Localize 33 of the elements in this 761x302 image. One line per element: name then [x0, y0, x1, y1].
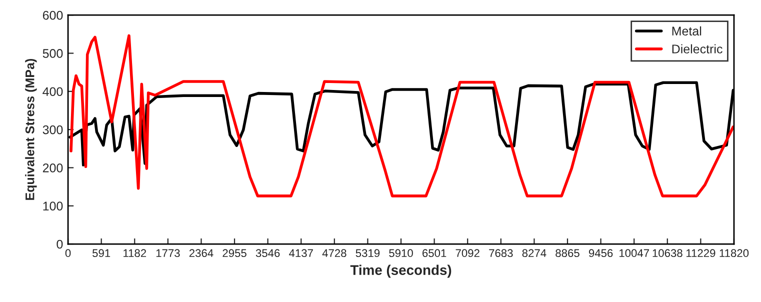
x-tick-label: 3546: [256, 249, 280, 258]
x-tick-label: 591: [92, 249, 110, 258]
x-tick-label: 10638: [652, 249, 682, 258]
x-tick-label: 11229: [686, 249, 716, 258]
x-axis-title: Time (seconds): [350, 264, 452, 278]
x-tick-label: 5910: [389, 249, 413, 258]
x-tick-label: 1182: [124, 249, 146, 258]
x-tick-label: 7683: [489, 249, 513, 258]
x-tick-label: 1773: [156, 249, 180, 258]
y-tick-label: 600: [42, 10, 63, 20]
x-tick-label: 6501: [422, 249, 446, 258]
x-tick-label: 5319: [356, 249, 380, 258]
x-tick-label: 2364: [189, 249, 214, 258]
x-tick-label: 8865: [556, 249, 580, 258]
legend-label: Dielectric: [672, 44, 722, 54]
y-tick-label: 500: [42, 49, 63, 58]
y-tick-label: 300: [42, 125, 63, 134]
y-tick-label: 0: [56, 240, 63, 249]
x-tick-label: 4137: [289, 249, 313, 258]
y-tick-label: 200: [42, 164, 63, 172]
x-tick-label: 11820: [720, 249, 749, 258]
x-tick-label: 0: [65, 249, 71, 258]
y-axis-title: Equivalent Stress (MPa): [25, 58, 37, 200]
y-tick-label: 400: [42, 87, 63, 96]
x-tick-label: 9456: [588, 249, 613, 258]
x-tick-label: 7092: [456, 249, 480, 258]
x-tick-label: 2955: [222, 249, 246, 258]
legend-label: Metal: [672, 26, 702, 36]
x-tick-label: 4728: [322, 249, 346, 258]
x-tick-label: 8274: [522, 249, 546, 258]
y-tick-label: 100: [43, 202, 63, 211]
line-series: [70, 34, 734, 198]
x-tick-label: 10047: [619, 249, 649, 258]
